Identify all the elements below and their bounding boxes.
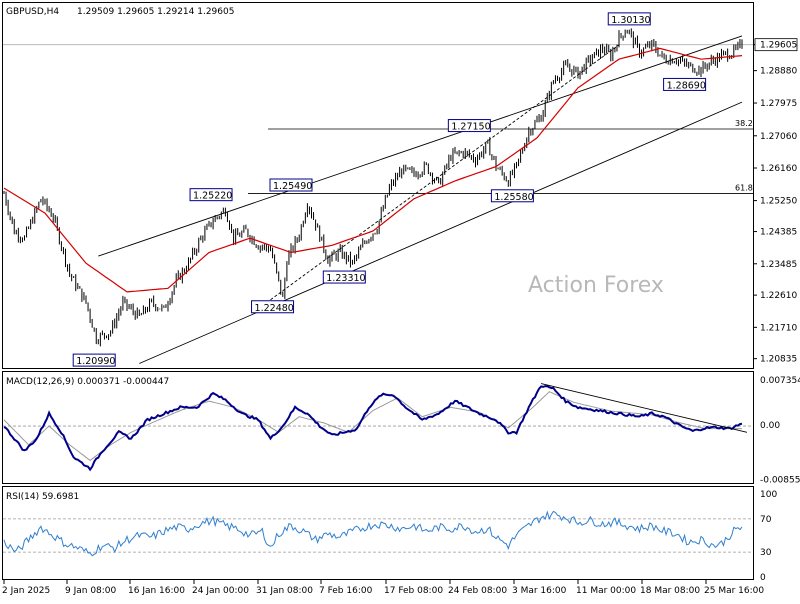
chart-header-ohlc: 1.29509 1.29605 1.29214 1.29605: [77, 7, 234, 17]
price-tick-label: 1.23485: [760, 260, 797, 270]
price-tick-label: 1.20835: [760, 355, 797, 365]
macd-tick-label: 0.007354: [760, 376, 800, 386]
price-tick-label: 1.28880: [760, 67, 797, 77]
rsi-tick-label: 70: [760, 515, 772, 525]
time-tick-label: 16 Jan 16:00: [128, 586, 185, 596]
time-tick-label: 18 Mar 08:00: [640, 586, 700, 596]
price-annotation-box: [490, 189, 534, 203]
time-tick-label: 17 Feb 08:00: [384, 586, 443, 596]
time-tick-label: 3 Mar 16:00: [512, 586, 567, 596]
price-tick-label: 1.25250: [760, 197, 797, 207]
rsi-layer: [3, 510, 753, 557]
time-tick-label: 25 Mar 16:00: [704, 586, 764, 596]
time-tick-label: 24 Jan 00:00: [192, 586, 249, 596]
macd-tick-label: -0.008558: [760, 475, 800, 485]
price-layer: 38.2 61.8 1.30130 1.28690 1.27150 1.25580 1.25…: [3, 12, 753, 367]
price-tick-label: 1.29605: [760, 41, 797, 51]
price-annotation-box: [322, 270, 366, 284]
price-annotation-label: 1.20990: [76, 356, 115, 367]
axis-layer: 1.29605 1.28880 1.27975 1.27060 1.26160 1.252…: [2, 38, 800, 596]
current-price-box: [754, 38, 798, 52]
price-annotation-box: [663, 77, 707, 91]
price-annotation-label: 1.22480: [255, 303, 294, 314]
time-tick-label: 2 Jan 2025: [2, 586, 50, 596]
price-annotation-label: 1.23310: [326, 273, 365, 284]
price-annotation-box: [251, 300, 295, 314]
price-annotation-box: [189, 188, 233, 202]
price-annotation-label: 1.27150: [451, 122, 490, 133]
price-annotation-label: 1.25220: [193, 191, 232, 202]
price-annotation-box: [72, 353, 116, 367]
trendline: [98, 35, 743, 257]
time-tick-label: 24 Feb 08:00: [448, 586, 507, 596]
time-tick-label: 11 Mar 00:00: [576, 586, 636, 596]
moving-average-line: [3, 47, 743, 293]
price-tick-label: 1.22610: [760, 291, 797, 301]
price-annotation-label: 1.25580: [494, 192, 533, 203]
price-tick-label: 1.21710: [760, 323, 797, 333]
price-annotation-label: 1.30130: [611, 15, 650, 26]
price-annotation-label: 1.25490: [273, 181, 312, 192]
macd-tick-label: 0.00: [760, 421, 780, 431]
price-tick-label: 1.24385: [760, 228, 797, 238]
price-annotation-box: [269, 178, 313, 192]
watermark: Action Forex: [528, 273, 664, 298]
price-annotation-label: 1.28690: [667, 80, 706, 91]
rsi-line: [3, 510, 743, 557]
fib-level-label: 38.2: [735, 119, 753, 128]
price-panel-frame: [2, 2, 754, 369]
price-tick-label: 1.27975: [760, 99, 797, 109]
macd-panel-frame: [2, 371, 754, 484]
rsi-tick-label: 30: [760, 548, 772, 558]
rsi-tick-label: 100: [760, 490, 777, 500]
price-annotation-box: [447, 119, 491, 133]
macd-layer: [3, 383, 753, 472]
macd-line: [3, 385, 743, 472]
fib-level-label: 61.8: [735, 183, 753, 192]
price-annotation-box: [607, 12, 651, 26]
rsi-panel-title: RSI(14) 59.6981: [6, 492, 79, 502]
chart-header-symbol: GBPUSD,H4: [6, 7, 59, 17]
time-tick-label: 31 Jan 08:00: [256, 586, 313, 596]
macd-trendline: [540, 383, 748, 433]
macd-panel-title: MACD(12,26,9) 0.000371 -0.000447: [6, 377, 169, 387]
price-tick-label: 1.27060: [760, 132, 797, 142]
time-tick-label: 7 Feb 16:00: [319, 586, 373, 596]
rsi-panel-frame: [2, 486, 754, 580]
trendline: [139, 101, 743, 364]
price-tick-label: 1.26160: [760, 164, 797, 174]
rsi-tick-label: 0: [760, 573, 766, 583]
time-tick-label: 9 Jan 08:00: [65, 586, 117, 596]
